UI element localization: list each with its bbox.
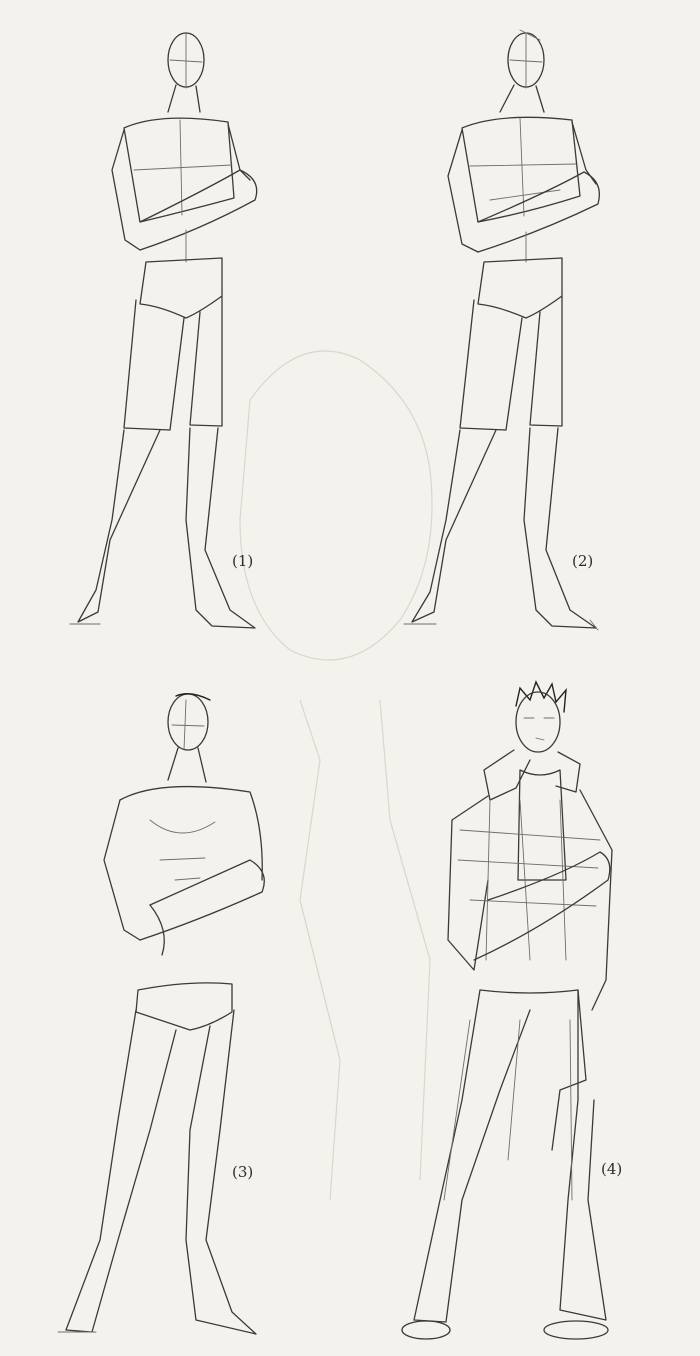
step-label-2: (2) [572, 552, 594, 570]
figure-step-3 [57, 693, 265, 1335]
bleed-through-ghost [239, 350, 433, 1201]
figure-step-4 [401, 680, 613, 1340]
step-label-4: (4) [601, 1160, 623, 1178]
figure-step-2 [403, 29, 601, 631]
step-label-3: (3) [232, 1163, 254, 1181]
step-label-1: (1) [232, 552, 254, 570]
figure-step-1 [69, 32, 258, 629]
